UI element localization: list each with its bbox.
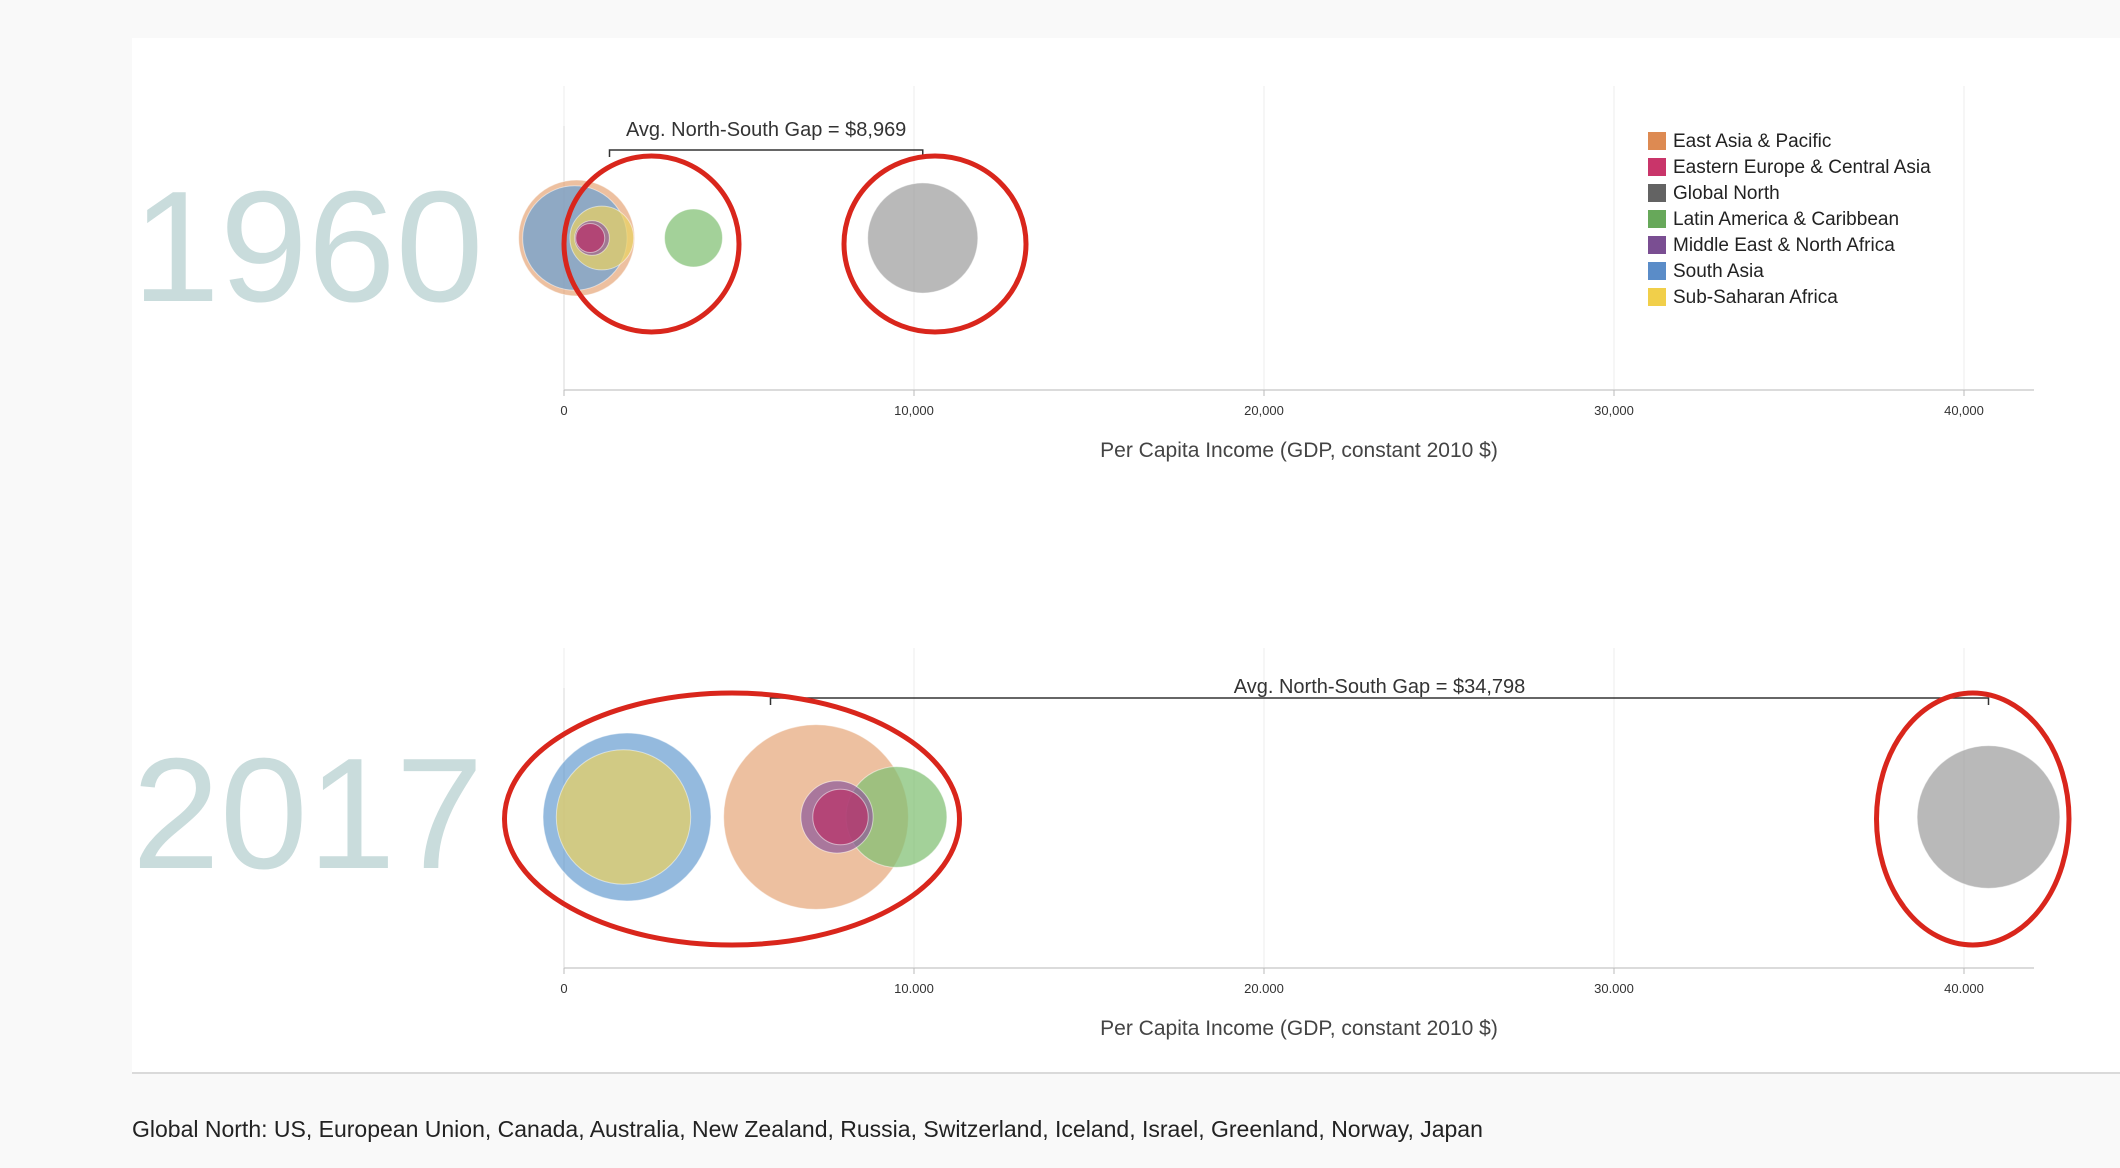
highlight-ellipse (1874, 690, 2072, 948)
legend-label-middle-east-and-north-africa: Middle East & North Africa (1673, 235, 1895, 256)
x-tick-label: 30.000 (1594, 981, 1634, 996)
gap-label: Avg. North-South Gap = $34,798 (1234, 676, 1526, 698)
gap-bracket (608, 149, 924, 157)
legend-label-sub-saharan-africa: Sub-Saharan Africa (1673, 287, 1838, 308)
bubble-sub-saharan-africa (555, 749, 692, 885)
x-tick-label: 0 (560, 403, 567, 418)
chart-panel: 1960 0 10,000 20,000 30,000 40,000 Per Capita … (132, 38, 2120, 1073)
x-tick-label: 20.000 (1244, 981, 1284, 996)
x-tick-label: 10.000 (894, 981, 934, 996)
x-tick-label: 10,000 (894, 403, 934, 418)
x-axis-title: Per Capita Income (GDP, constant 2010 $) (1100, 439, 1498, 462)
x-tick-label: 20,000 (1244, 403, 1284, 418)
x-tick-label: 30,000 (1594, 403, 1634, 418)
year-label-1960: 1960 (132, 159, 484, 335)
x-tick-label: 0 (560, 981, 567, 996)
legend-swatch-eastern-europe-and-central-asia (1648, 158, 1666, 176)
legend-label-eastern-europe-and-central-asia: Eastern Europe & Central Asia (1673, 157, 1931, 178)
year-label-2017: 2017 (132, 726, 484, 902)
highlight-ellipse (502, 690, 962, 948)
legend-swatch-latin-america-and-caribbean (1648, 210, 1666, 228)
bubble-global-north (1916, 745, 2061, 889)
highlight-ellipse (841, 153, 1029, 335)
bubble-latin-america-and-caribbean (664, 208, 723, 268)
divider (132, 1072, 2120, 1074)
x-tick-label: 40.000 (1944, 981, 1984, 996)
legend-swatch-sub-saharan-africa (1648, 288, 1666, 306)
legend-swatch-middle-east-and-north-africa (1648, 236, 1666, 254)
footnote: Global North: US, European Union, Canada… (132, 1116, 1483, 1142)
gap-label: Avg. North-South Gap = $8,969 (626, 119, 906, 141)
gap-bracket (769, 697, 1990, 705)
bubble-eastern-europe-and-central-asia (575, 223, 606, 253)
bubble-eastern-europe-and-central-asia (812, 788, 869, 846)
bubble-charts: 1960 0 10,000 20,000 30,000 40,000 Per Capita … (132, 86, 2072, 1040)
legend-label-latin-america-and-caribbean: Latin America & Caribbean (1673, 209, 1899, 230)
highlight-ellipse (561, 153, 742, 335)
legend-swatch-global-north (1648, 184, 1666, 202)
legend-label-south-asia: South Asia (1673, 261, 1764, 282)
legend-swatch-south-asia (1648, 262, 1666, 280)
legend-swatch-east-asia-and-pacific (1648, 132, 1666, 150)
legend-label-global-north: Global North (1673, 183, 1780, 204)
x-tick-label: 40,000 (1944, 403, 1984, 418)
x-axis-title: Per Capita Income (GDP, constant 2010 $) (1100, 1017, 1498, 1040)
bubble-global-north (867, 182, 979, 294)
legend-label-east-asia-and-pacific: East Asia & Pacific (1673, 131, 1831, 152)
